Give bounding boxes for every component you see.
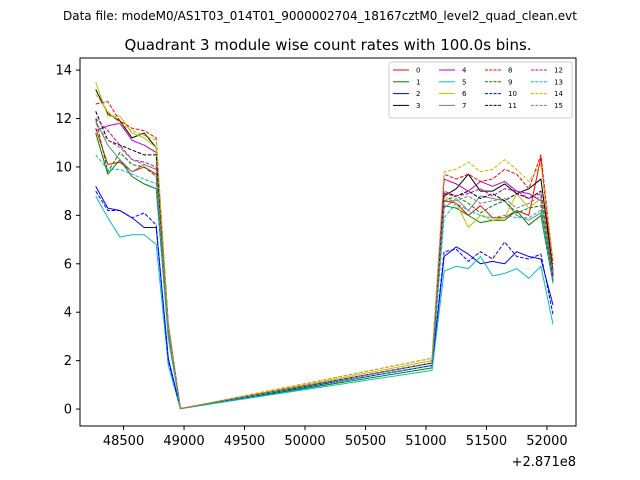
y-tick-label: 12 <box>55 112 72 127</box>
y-tick-label: 10 <box>55 160 72 175</box>
y-tick-label: 14 <box>55 64 72 79</box>
x-offset-label: +2.871e8 <box>512 455 576 470</box>
series-line-13 <box>95 154 554 410</box>
y-axis: 0 2 4 6 8 10 12 14 <box>55 64 80 418</box>
legend-label-14: 14 <box>554 90 563 98</box>
legend-label-1: 1 <box>416 78 420 86</box>
series-line-10 <box>95 190 554 410</box>
legend-label-6: 6 <box>462 90 467 98</box>
legend-label-12: 12 <box>554 67 563 75</box>
legend-label-9: 9 <box>508 78 512 86</box>
series-line-5 <box>95 195 554 410</box>
x-tick-label: 48500 <box>103 434 144 449</box>
y-tick-label: 4 <box>64 306 72 321</box>
legend-label-4: 4 <box>462 67 467 75</box>
legend-label-11: 11 <box>508 102 517 110</box>
series-line-8 <box>95 101 554 410</box>
series-line-12 <box>95 118 554 410</box>
legend-label-0: 0 <box>416 67 420 75</box>
x-tick-label: 51000 <box>405 434 446 449</box>
y-tick-label: 2 <box>64 354 72 369</box>
x-tick-label: 51500 <box>466 434 507 449</box>
y-tick-label: 6 <box>64 257 72 272</box>
x-tick-label: 50500 <box>345 434 386 449</box>
legend-label-15: 15 <box>554 102 563 110</box>
legend-label-7: 7 <box>462 102 466 110</box>
series-line-15 <box>95 123 554 410</box>
legend-label-10: 10 <box>508 90 517 98</box>
legend-label-5: 5 <box>462 78 466 86</box>
legend-label-13: 13 <box>554 78 563 86</box>
y-tick-label: 0 <box>64 403 72 418</box>
x-axis: 48500 49000 49500 50000 50500 51000 51500 52000 <box>103 426 568 449</box>
y-tick-label: 8 <box>64 209 72 224</box>
x-tick-label: 50000 <box>284 434 325 449</box>
x-tick-label: 49000 <box>163 434 204 449</box>
suptitle: Data file: modeM0/AS1T03_014T01_90000027… <box>63 9 577 23</box>
series-line-7 <box>95 120 554 410</box>
x-tick-label: 49500 <box>224 434 265 449</box>
legend-box <box>388 61 573 119</box>
legend-label-8: 8 <box>508 67 512 75</box>
series-layer <box>95 82 554 410</box>
legend-label-2: 2 <box>416 90 420 98</box>
legend-label-3: 3 <box>416 102 420 110</box>
x-tick-label: 52000 <box>526 434 567 449</box>
chart-title: Quadrant 3 module wise count rates with … <box>124 36 531 54</box>
series-line-14 <box>95 94 554 410</box>
